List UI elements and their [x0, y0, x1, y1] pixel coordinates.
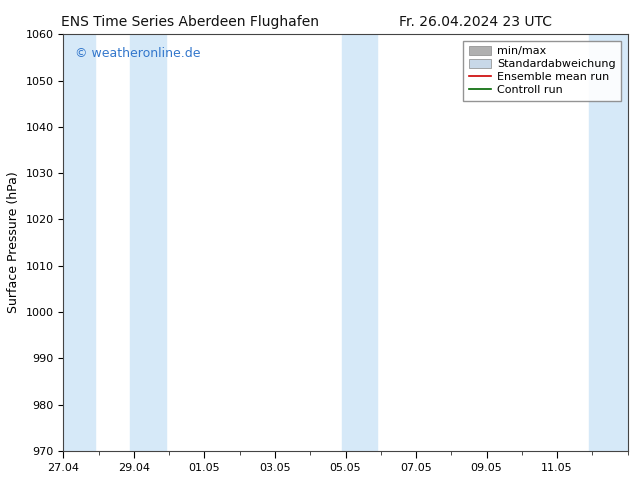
Y-axis label: Surface Pressure (hPa): Surface Pressure (hPa) [7, 172, 20, 314]
Bar [131, 34, 165, 451]
Legend: min/max, Standardabweichung, Ensemble mean run, Controll run: min/max, Standardabweichung, Ensemble me… [463, 41, 621, 100]
Text: Fr. 26.04.2024 23 UTC: Fr. 26.04.2024 23 UTC [399, 15, 552, 29]
Bar [342, 34, 377, 451]
Bar [589, 34, 628, 451]
Text: © weatheronline.de: © weatheronline.de [75, 47, 200, 60]
Bar [63, 34, 95, 451]
Text: ENS Time Series Aberdeen Flughafen: ENS Time Series Aberdeen Flughafen [61, 15, 319, 29]
